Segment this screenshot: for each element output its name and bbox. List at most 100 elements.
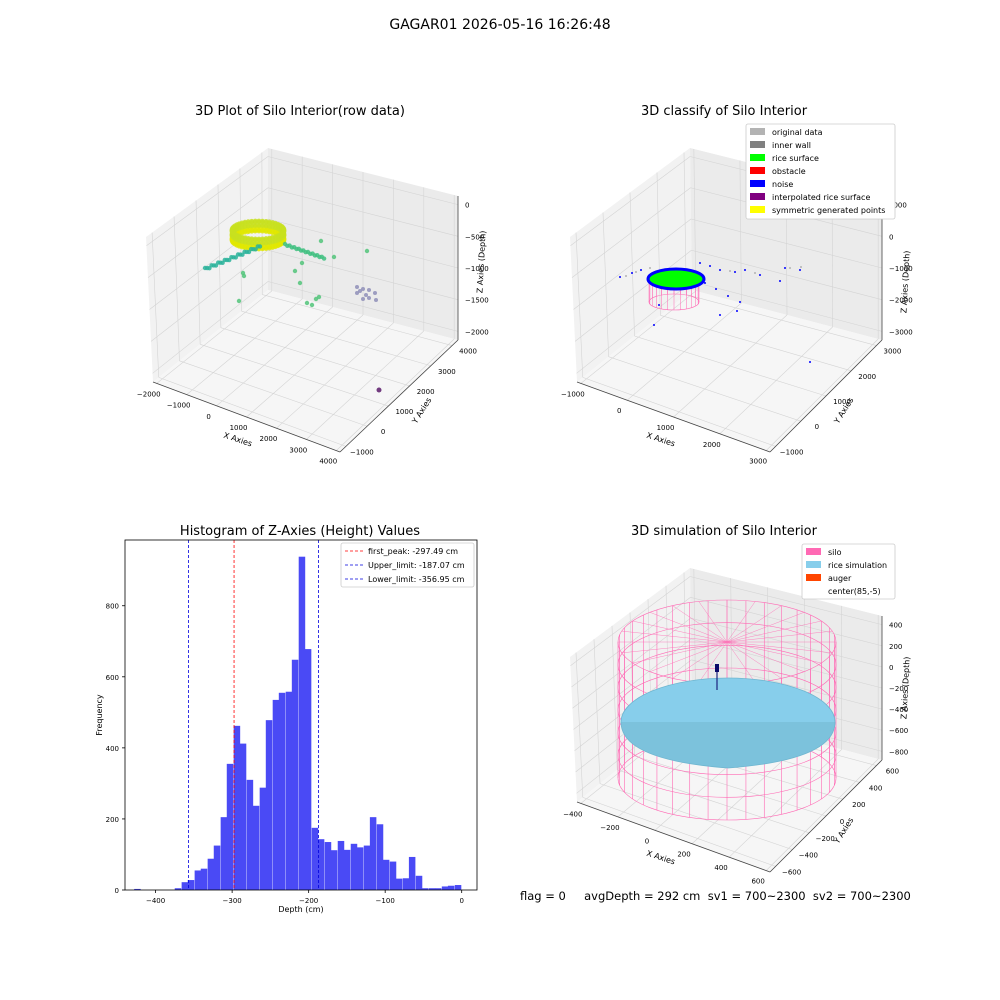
raw-grid-y (179, 360, 368, 427)
raw-grid-z (146, 156, 269, 246)
simulation-silo-top-line (726, 641, 805, 672)
classify-grid-z (691, 249, 883, 300)
simulation-legend-label: silo (828, 548, 842, 557)
raw-3d-axes: −2000 −1000 0 1000 2000 3000 4000 −1000 0 1000 200… (137, 148, 489, 466)
classify-xtick-label: −1000 (561, 390, 585, 398)
classify-grid-y (660, 315, 852, 372)
classify-legend-swatch (750, 128, 765, 135)
classify-noise-point (658, 304, 660, 306)
classify-point-cloud: original data inner wall rice surface obsta… (619, 123, 896, 363)
raw-ztick-label: −2000 (465, 328, 489, 336)
simulation-xtick-label: 600 (751, 878, 764, 886)
raw-scatter-point (316, 294, 322, 300)
simulation-legend-label: rice simulation (828, 561, 887, 570)
raw-xtick-label: −2000 (137, 390, 161, 398)
classify-noise-point (809, 361, 811, 363)
raw-grid-x (216, 306, 333, 407)
classify-original-point (649, 267, 651, 269)
raw-scatter-point (299, 260, 305, 266)
classify-grid-z (573, 218, 692, 310)
classify-grid-z (570, 156, 691, 246)
histogram-bar (343, 849, 351, 890)
raw-ytick-label: 2000 (417, 388, 435, 396)
raw-ring-point (263, 236, 269, 241)
classify-original-point (800, 266, 802, 268)
simulation-grid-z (690, 597, 883, 647)
histogram-bar (434, 888, 442, 890)
raw-grey-point (367, 296, 371, 300)
raw-ylabel: Y Axies (410, 396, 434, 426)
classify-grid-z (571, 187, 691, 278)
raw-ytick-label: 1000 (395, 408, 413, 416)
simulation-zlabel: Z Axies (Depth) (899, 656, 911, 719)
simulation-ytick-label: −600 (782, 868, 801, 876)
histogram-bar (408, 856, 416, 890)
raw-grid-y (158, 377, 347, 447)
simulation-ztick-label: 200 (889, 643, 902, 651)
histogram-bar (389, 861, 397, 890)
histogram-bar (395, 878, 403, 890)
simulation-ztick-label: −400 (889, 706, 908, 714)
simulation-silo-top-line (726, 605, 782, 643)
simulation-silo-top-line (726, 601, 756, 643)
raw-grey-point (361, 297, 365, 301)
raw-grid-z (267, 218, 459, 269)
raw-grid-z (267, 249, 459, 300)
raw-grid-x (306, 330, 425, 440)
raw-zlabel: Z Axies (Depth) (475, 230, 487, 293)
raw-arm-point (257, 244, 263, 249)
classify-ztick-label: −1000 (889, 265, 913, 273)
histogram-bar (252, 805, 260, 890)
raw-grey-point (364, 293, 368, 297)
classify-noise-point (759, 274, 761, 276)
figure-title: GAGAR01 2026-05-16 16:26:48 (389, 17, 611, 33)
raw-ztick-label: −500 (465, 233, 484, 241)
histogram-bar (454, 885, 462, 890)
classify-zlabel: Z Axies (Depth) (899, 250, 911, 313)
histogram-bar (187, 880, 195, 890)
classify-grid-y (608, 356, 801, 422)
simulation-grid-y (599, 783, 793, 850)
raw-grid-z (267, 187, 459, 237)
simulation-ytick-label: −200 (816, 835, 835, 843)
histogram-bar (272, 699, 280, 890)
raw-xlabel: X Axies (222, 431, 253, 449)
classify-legend-label: symmetric generated points (772, 206, 885, 215)
simulation-xlabel: X Axies (645, 849, 676, 867)
histogram-bar (134, 888, 141, 890)
raw-grid-x (186, 298, 303, 395)
simulation-ztick-label: 0 (889, 664, 893, 672)
histogram-xtick-label: −400 (146, 897, 165, 905)
classify-ztick-label: −2000 (889, 297, 913, 305)
simulation-silo-top-line (726, 641, 782, 679)
histogram-bar (324, 842, 332, 890)
raw-ring-point (252, 218, 258, 224)
classify-noise-point (640, 269, 642, 271)
classify-noise-point (784, 267, 786, 269)
histogram-frame (124, 539, 478, 891)
histogram-ytick-label: 600 (106, 674, 119, 682)
simulation-silo-top-line (672, 605, 728, 643)
histogram-bar (259, 787, 267, 890)
raw-grey-point (355, 285, 359, 289)
classify-legend-label: interpolated rice surface (772, 193, 870, 202)
simulation-legend-swatch (806, 548, 821, 555)
classify-legend (745, 123, 896, 220)
histogram-bar (239, 743, 247, 890)
classify-noise-point (799, 269, 801, 271)
classify-noise-point (719, 314, 721, 316)
classify-grid-z (576, 281, 693, 374)
raw-scatter-point (241, 273, 247, 279)
histogram-bar (298, 556, 306, 890)
raw-grid-z (147, 187, 269, 278)
histogram-bar (363, 845, 371, 890)
raw-outlier-point (376, 387, 382, 393)
simulation-x-axis-line (576, 801, 771, 873)
histogram-bar (304, 649, 312, 890)
simulation-ytick-label: −400 (799, 852, 818, 860)
histogram-bar (356, 847, 364, 890)
raw-ring-point (281, 226, 287, 232)
classify-xtick-label: 0 (617, 407, 621, 415)
raw-ring-point (256, 236, 262, 242)
